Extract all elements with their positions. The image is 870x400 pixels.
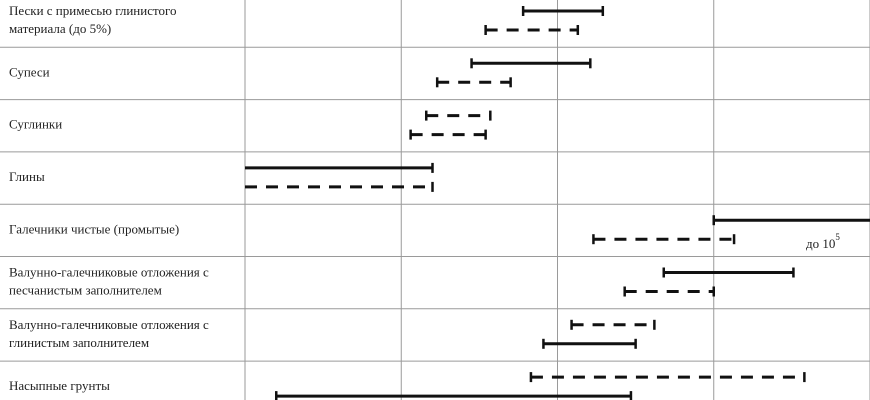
row-label: Галечники чистые (промытые) [9,221,179,236]
row-label: Насыпные грунты [9,378,110,393]
row-label: песчанистым заполнителем [9,283,162,298]
range-bar [662,267,795,278]
row-label: Валунно-галечниковые отложения с [9,265,209,280]
range-bar [409,129,487,140]
range-bar [712,215,870,226]
row-label: Валунно-галечниковые отложения с [9,317,209,332]
range-bar [623,286,715,297]
range-bar [542,338,637,349]
row-label: Глины [9,169,45,184]
range-bar [484,25,580,35]
range-bar [570,319,656,330]
annotation: до 105 [806,232,840,251]
range-bar [470,58,592,69]
range-bar [425,110,492,121]
annotation-text: до 10 [806,236,835,251]
range-bar [275,391,633,400]
row-label: Супеси [9,64,50,79]
range-bar [521,6,605,16]
row-label: Пески с примесью глинистого [9,3,177,18]
range-bar [529,372,806,383]
range-bar [245,162,434,173]
row-label: Суглинки [9,117,62,132]
row-label: глинистым заполнителем [9,335,149,350]
range-bar [245,181,434,192]
row-label: материала (до 5%) [9,21,111,36]
annotation-superscript: 5 [835,232,840,242]
range-bar [592,234,736,245]
range-bar [435,77,512,88]
